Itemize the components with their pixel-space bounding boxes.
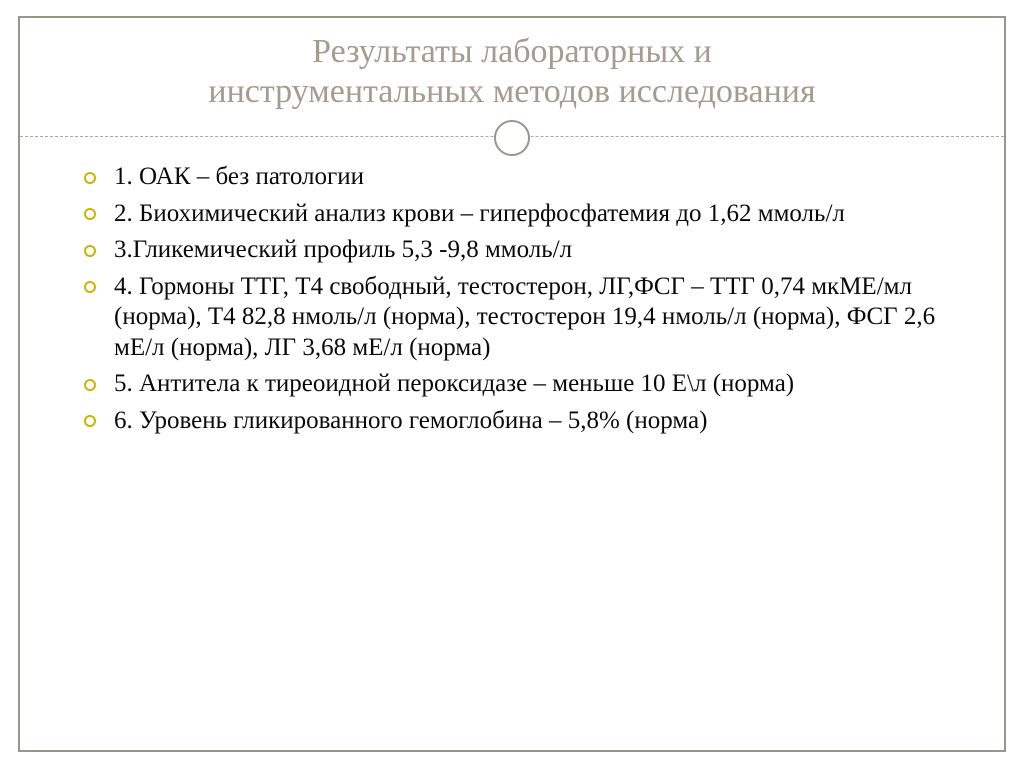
slide-title: Результаты лабораторных и инструментальн… (20, 18, 1004, 120)
list-item: 6. Уровень гликированного гемоглобина – … (84, 406, 956, 437)
title-line-1: Результаты лабораторных и (50, 32, 974, 72)
title-divider (20, 120, 1004, 154)
list-item: 2. Биохимический анализ крови – гиперфос… (84, 199, 956, 230)
slide-body: 1. ОАК – без патологии 2. Биохимический … (20, 154, 1004, 436)
list-item: 1. ОАК – без патологии (84, 162, 956, 193)
title-line-2: инструментальных методов исследования (50, 72, 974, 112)
bullet-list: 1. ОАК – без патологии 2. Биохимический … (84, 162, 956, 436)
divider-circle-icon (494, 120, 530, 156)
list-item: 3.Гликемический профиль 5,3 -9,8 ммоль/л (84, 235, 956, 266)
slide-frame: Результаты лабораторных и инструментальн… (18, 16, 1006, 752)
list-item: 5. Антитела к тиреоидной пероксидазе – м… (84, 369, 956, 400)
list-item: 4. Гормоны ТТГ, Т4 свободный, тестостеро… (84, 272, 956, 364)
slide-outer: Результаты лабораторных и инструментальн… (0, 0, 1024, 768)
